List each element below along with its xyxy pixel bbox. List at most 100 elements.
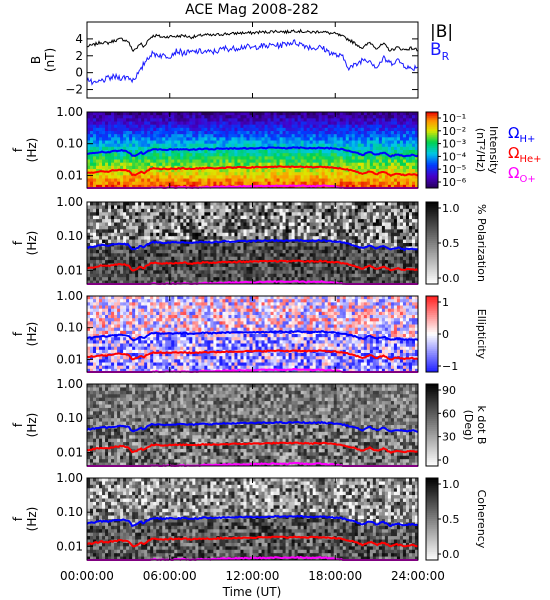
- spectrogram-cell: [141, 229, 145, 234]
- spectrogram-cell: [168, 256, 172, 261]
- spectrogram-cell: [351, 134, 356, 138]
- spectrogram-cell: [303, 215, 308, 220]
- spectrogram-cell: [354, 208, 359, 213]
- spectrogram-cell: [135, 256, 139, 261]
- spectrogram-cell: [414, 156, 419, 160]
- spectrogram-cell: [288, 137, 293, 141]
- spectrogram-cell: [246, 215, 250, 220]
- spectrogram-cell: [225, 112, 229, 116]
- spectrogram-cell: [231, 202, 235, 206]
- spectrogram-cell: [357, 236, 362, 240]
- spectrogram-cell: [198, 253, 202, 258]
- spectrogram-cell: [402, 172, 407, 176]
- spectrogram-cell: [114, 246, 118, 251]
- spectrogram-cell: [150, 249, 154, 254]
- spectrogram-cell: [108, 134, 112, 138]
- spectrogram-cell: [309, 256, 314, 261]
- spectrogram-cell: [222, 124, 226, 129]
- spectrogram-cell: [381, 137, 386, 141]
- spectrogram-cell: [345, 118, 350, 122]
- spectrogram-cell: [129, 249, 133, 254]
- spectrogram-cell: [141, 121, 145, 126]
- spectrogram-cell: [87, 263, 91, 268]
- spectrogram-cell: [336, 219, 341, 223]
- spectrogram-cell: [255, 162, 259, 167]
- spectrogram-cell: [204, 127, 208, 132]
- spectrogram-cell: [270, 137, 274, 141]
- spectrogram-cell: [306, 266, 311, 271]
- spectrogram-cell: [303, 270, 308, 275]
- spectrogram-cell: [291, 121, 296, 126]
- spectrogram-cell: [96, 215, 100, 220]
- spectrogram-cell: [291, 232, 296, 237]
- spectrogram-cell: [288, 263, 293, 268]
- spectrogram-cell: [309, 150, 314, 154]
- spectrogram-cell: [135, 178, 139, 183]
- spectrogram-cell: [321, 205, 326, 210]
- spectrogram-cell: [186, 260, 190, 264]
- spectrogram-cell: [243, 253, 247, 258]
- spectrogram-cell: [330, 118, 335, 122]
- spectrogram-cell: [171, 150, 175, 154]
- spectrogram-cell: [156, 239, 160, 244]
- spectrogram-cell: [231, 273, 235, 278]
- spectrogram-cell: [342, 253, 347, 258]
- spectrogram-cell: [102, 131, 106, 135]
- spectrogram-cell: [330, 127, 335, 132]
- spectrogram-cell: [228, 112, 232, 116]
- spectrogram-cell: [267, 270, 271, 275]
- spectrogram-cell: [372, 131, 377, 135]
- spectrogram-cell: [189, 159, 193, 164]
- spectrogram-cell: [300, 162, 305, 167]
- spectrogram-cell: [243, 175, 247, 179]
- spectrogram-cell: [129, 243, 133, 247]
- spectrogram-cell: [372, 156, 377, 160]
- spectrogram-cell: [129, 124, 133, 129]
- colorbar-swatch: [426, 186, 438, 189]
- spectrogram-cell: [273, 202, 277, 206]
- spectrogram-cell: [294, 143, 299, 148]
- spectrogram-cell: [402, 121, 407, 126]
- spectrogram-cell: [147, 159, 151, 164]
- spectrogram-cell: [282, 277, 286, 281]
- spectrogram-cell: [108, 153, 112, 157]
- spectrogram-cell: [315, 243, 320, 247]
- spectrogram-cell: [174, 165, 178, 170]
- spectrogram-cell: [96, 256, 100, 261]
- spectrogram-cell: [246, 249, 250, 254]
- spectrogram-cell: [87, 277, 91, 281]
- spectrogram-cell: [93, 172, 97, 176]
- spectrogram-cell: [132, 236, 136, 240]
- spectrogram-cell: [144, 256, 148, 261]
- spectrogram-cell: [159, 253, 163, 258]
- spectrogram-cell: [288, 140, 293, 145]
- spectrogram-cell: [87, 150, 91, 154]
- spectrogram-cell: [348, 215, 353, 220]
- spectrogram-cell: [246, 246, 250, 251]
- spectrogram-cell: [105, 143, 109, 148]
- spectrogram-cell: [90, 222, 94, 227]
- spectrogram-cell: [225, 222, 229, 227]
- spectrogram-cell: [90, 175, 94, 179]
- spectrogram-cell: [228, 243, 232, 247]
- spectrogram-cell: [156, 162, 160, 167]
- spectrogram-cell: [387, 134, 392, 138]
- spectrogram-cell: [246, 150, 250, 154]
- spectrogram-cell: [141, 175, 145, 179]
- spectrogram-cell: [273, 134, 277, 138]
- spectrogram-cell: [156, 277, 160, 281]
- spectrogram-cell: [399, 162, 404, 167]
- spectrogram-cell: [108, 256, 112, 261]
- spectrogram-cell: [93, 225, 97, 230]
- spectrogram-cell: [96, 260, 100, 264]
- spectrogram-cell: [174, 115, 178, 119]
- spectrogram-cell: [126, 143, 130, 148]
- spectrogram-cell: [126, 260, 130, 264]
- spectrogram-cell: [114, 131, 118, 135]
- spectrogram-cell: [126, 222, 130, 227]
- spectrogram-cell: [360, 159, 365, 164]
- spectrogram-cell: [141, 212, 145, 217]
- spectrogram-cell: [282, 134, 286, 138]
- spectrogram-cell: [279, 212, 283, 217]
- spectrogram-cell: [126, 253, 130, 258]
